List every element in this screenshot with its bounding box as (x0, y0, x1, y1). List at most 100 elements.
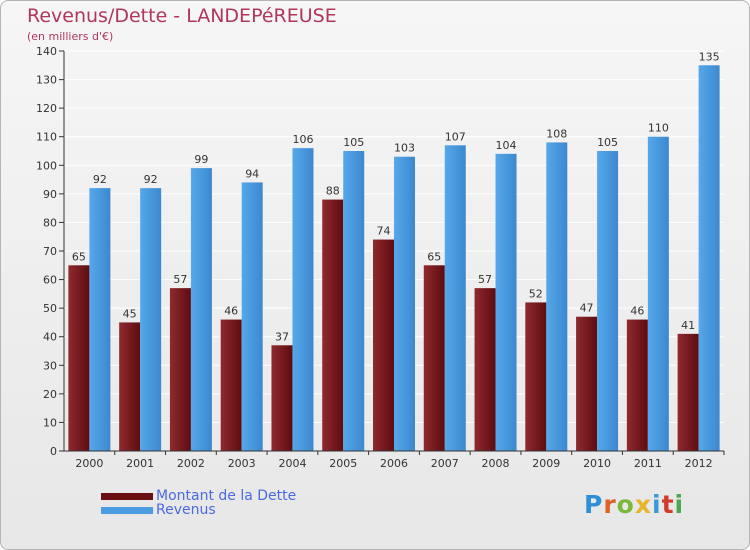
x-tick-label: 2006 (380, 457, 408, 470)
y-tick-label: 10 (43, 416, 57, 429)
bar-dette (576, 316, 598, 451)
axes: 0 10 20 30 40 50 60 70 80 90 100 110 120 130 140 2000 20… (36, 45, 725, 470)
logo-letter: x (634, 490, 652, 519)
data-labels: 65 92 45 92 57 99 46 94 37 106 88 105 74 103 65 107 57 10… (72, 50, 720, 343)
y-tick-label: 140 (36, 45, 57, 58)
data-label-dette: 57 (173, 273, 187, 286)
logo-letter: i (674, 490, 685, 519)
bar-dette (474, 288, 496, 451)
y-tick-label: 120 (36, 102, 57, 115)
data-label-dette: 41 (681, 319, 695, 332)
bar-dette (423, 265, 445, 451)
bar-dette (220, 319, 242, 451)
bar-revenus (292, 148, 314, 451)
bar-revenus (394, 156, 415, 451)
y-tick-label: 80 (43, 216, 57, 229)
x-tick-label: 2011 (634, 457, 662, 470)
bar-dette (626, 319, 648, 451)
data-label-dette: 65 (72, 250, 86, 263)
data-label-revenus: 92 (93, 173, 107, 186)
y-tick-label: 100 (36, 159, 57, 172)
logo-letter: r (603, 490, 617, 519)
bar-revenus (647, 136, 669, 451)
bar-dette (169, 288, 191, 451)
y-tick-label: 50 (43, 302, 57, 315)
y-tick-label: 0 (50, 445, 57, 458)
chart-subtitle: (en milliers d'€) (27, 30, 114, 43)
data-label-dette: 52 (529, 287, 543, 300)
data-label-revenus: 106 (292, 133, 313, 146)
data-label-revenus: 104 (496, 139, 517, 152)
x-tick-label: 2008 (482, 457, 510, 470)
legend-item-dette: Montant de la Dette (101, 488, 296, 504)
data-label-revenus: 99 (194, 153, 208, 166)
data-label-dette: 46 (630, 305, 644, 318)
bar-revenus (495, 153, 517, 451)
data-label-revenus: 108 (546, 127, 567, 140)
x-tick-label: 2000 (75, 457, 103, 470)
data-label-revenus: 105 (343, 136, 364, 149)
logo-letter: P (584, 490, 604, 519)
x-tick-label: 2002 (177, 457, 205, 470)
proxiti-logo: Proxiti (584, 490, 684, 519)
x-tick-label: 2009 (532, 457, 560, 470)
y-tick-label: 130 (36, 74, 57, 87)
bar-dette (271, 345, 293, 451)
data-label-revenus: 92 (144, 173, 158, 186)
bar-dette (119, 322, 141, 451)
data-label-revenus: 135 (699, 50, 720, 63)
y-tick-label: 40 (43, 331, 57, 344)
x-tick-label: 2001 (126, 457, 154, 470)
legend-swatch-revenus (101, 506, 153, 514)
bar-revenus (190, 168, 212, 451)
bar-dette (373, 239, 394, 451)
x-tick-label: 2012 (685, 457, 713, 470)
data-label-revenus: 105 (597, 136, 618, 149)
y-tick-label: 90 (43, 188, 57, 201)
y-tick-label: 60 (43, 274, 57, 287)
y-tick-label: 70 (43, 245, 57, 258)
y-tick-label: 20 (43, 388, 57, 401)
bar-revenus (546, 142, 568, 451)
bar-revenus (343, 151, 365, 451)
legend-swatch-dette (101, 492, 153, 500)
chart-title: Revenus/Dette - LANDEPéREUSE (27, 5, 337, 27)
data-label-dette: 47 (580, 302, 594, 315)
bar-dette (525, 302, 547, 451)
logo-letter: t (661, 490, 675, 519)
bar-revenus (698, 65, 720, 452)
data-label-dette: 37 (275, 330, 289, 343)
legend-label-dette: Montant de la Dette (156, 488, 297, 504)
x-tick-label: 2007 (431, 457, 459, 470)
bar-revenus (597, 151, 619, 451)
data-label-revenus: 107 (445, 130, 466, 143)
data-label-revenus: 110 (648, 122, 669, 135)
bar-dette (68, 265, 90, 451)
legend-item-revenus: Revenus (101, 502, 216, 518)
data-label-revenus: 94 (245, 167, 259, 180)
data-label-dette: 46 (224, 305, 238, 318)
data-label-dette: 57 (478, 273, 492, 286)
x-tick-label: 2004 (278, 457, 306, 470)
bar-dette (677, 333, 699, 451)
data-label-dette: 45 (123, 307, 137, 320)
logo-letter: i (652, 490, 662, 519)
bar-revenus (444, 145, 466, 452)
legend-label-revenus: Revenus (156, 502, 216, 518)
y-tick-label: 30 (43, 359, 57, 372)
y-tick-label: 110 (36, 131, 57, 144)
bars (68, 65, 720, 452)
bar-dette (322, 199, 344, 451)
bar-revenus (140, 188, 162, 451)
data-label-revenus: 103 (394, 142, 415, 155)
data-label-dette: 88 (326, 185, 340, 198)
logo-letter: o (616, 490, 635, 519)
bar-revenus (89, 188, 111, 451)
x-tick-label: 2010 (583, 457, 611, 470)
data-label-dette: 65 (427, 250, 441, 263)
data-label-dette: 74 (377, 225, 391, 238)
x-tick-label: 2005 (329, 457, 357, 470)
bar-revenus (241, 182, 263, 451)
